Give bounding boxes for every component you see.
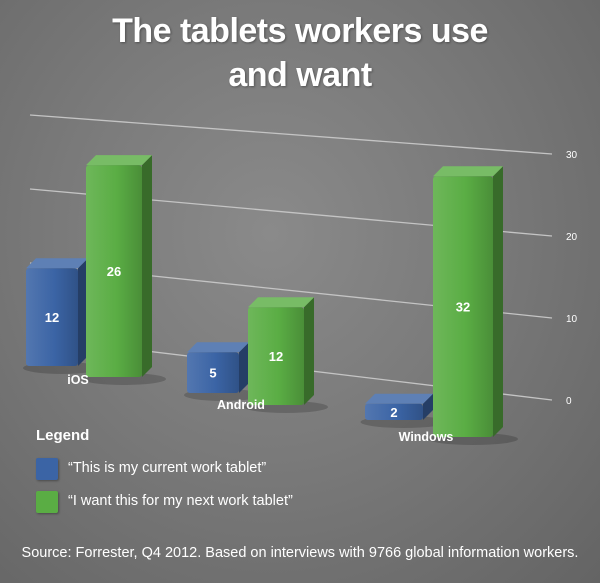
bar-front-face — [365, 403, 423, 420]
legend-heading: Legend — [36, 427, 90, 444]
bar-ios-current — [26, 258, 88, 366]
bar-front-face — [187, 352, 239, 393]
legend-swatch-green — [36, 491, 58, 513]
y-tick-label: 20 — [566, 232, 578, 243]
bar-side-face — [493, 166, 503, 437]
x-tick-label-android: Android — [217, 398, 265, 412]
bar-side-face — [78, 258, 88, 366]
y-tick-label: 0 — [566, 396, 572, 407]
bar-android-next — [248, 297, 314, 405]
x-tick-label-ios: iOS — [67, 373, 89, 387]
data-label-ios-current: 12 — [45, 310, 59, 325]
bar-top-face — [86, 155, 152, 166]
bar-front-face — [86, 165, 142, 377]
chart-title-line-2: and want — [228, 56, 372, 94]
bar-windows-current — [365, 393, 433, 420]
bar-windows-next — [433, 166, 503, 437]
bar-side-face — [142, 155, 152, 377]
data-label-android-current: 5 — [209, 366, 216, 381]
chart-title-line-1: The tablets workers use — [112, 12, 488, 50]
bar-top-face — [187, 342, 249, 353]
x-tick-label-windows: Windows — [399, 430, 454, 444]
bar-front-face — [433, 176, 493, 437]
bar-android-current — [187, 342, 249, 393]
data-label-android-next: 12 — [269, 349, 283, 364]
source-note: Source: Forrester, Q4 2012. Based on int… — [21, 545, 579, 561]
legend-label-current: “This is my current work tablet” — [68, 460, 267, 476]
bar-top-face — [433, 166, 503, 177]
bar-top-face — [26, 258, 88, 269]
data-label-ios-next: 26 — [107, 264, 121, 279]
bar-front-face — [26, 268, 78, 366]
data-label-windows-current: 2 — [390, 405, 397, 420]
bar-side-face — [304, 297, 314, 405]
gridline — [29, 114, 553, 155]
bar-top-face — [248, 297, 314, 308]
bar-top-face — [365, 393, 433, 404]
legend-label-next: “I want this for my next work tablet” — [68, 493, 293, 509]
bar-front-face — [248, 307, 304, 405]
data-label-windows-next: 32 — [456, 300, 470, 315]
legend-swatch-blue — [36, 458, 58, 480]
bar-ios-next — [86, 155, 152, 377]
bar-side-face — [239, 342, 249, 393]
bar-side-face — [423, 393, 433, 420]
y-tick-label: 30 — [566, 150, 578, 161]
y-tick-label: 10 — [566, 314, 578, 325]
